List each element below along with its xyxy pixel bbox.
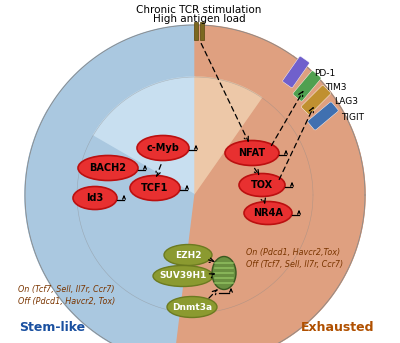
Text: On (Tcf7, Sell, Il7r, Ccr7): On (Tcf7, Sell, Il7r, Ccr7) <box>18 285 114 294</box>
Ellipse shape <box>137 135 189 161</box>
Polygon shape <box>77 77 195 313</box>
Text: Off (Tcf7, Sell, Il7r, Ccr7): Off (Tcf7, Sell, Il7r, Ccr7) <box>246 260 343 269</box>
Ellipse shape <box>212 257 236 289</box>
Polygon shape <box>25 25 195 343</box>
Bar <box>194 22 198 40</box>
Ellipse shape <box>153 265 213 286</box>
Text: Id3: Id3 <box>86 193 104 203</box>
Ellipse shape <box>244 201 292 225</box>
Polygon shape <box>195 77 313 313</box>
Text: NR4A: NR4A <box>253 208 283 218</box>
Text: BACH2: BACH2 <box>90 163 126 173</box>
Bar <box>200 22 204 40</box>
Polygon shape <box>174 56 365 343</box>
Ellipse shape <box>167 296 217 318</box>
Text: c-Myb: c-Myb <box>146 143 180 153</box>
Text: TIGIT: TIGIT <box>341 113 364 121</box>
Polygon shape <box>25 110 195 343</box>
Ellipse shape <box>130 176 180 201</box>
FancyBboxPatch shape <box>308 102 338 130</box>
Text: Off (Pdcd1, Havcr2, Tox): Off (Pdcd1, Havcr2, Tox) <box>18 297 115 306</box>
Text: Stem-like: Stem-like <box>19 321 85 334</box>
Text: On (Pdcd1, Havcr2,Tox): On (Pdcd1, Havcr2,Tox) <box>246 248 340 257</box>
Text: Chronic TCR stimulation: Chronic TCR stimulation <box>136 5 262 15</box>
Text: Dnmt3a: Dnmt3a <box>172 303 212 311</box>
Ellipse shape <box>78 155 138 180</box>
FancyBboxPatch shape <box>301 85 331 115</box>
Text: TOX: TOX <box>251 180 273 190</box>
Text: NFAT: NFAT <box>238 148 266 158</box>
FancyBboxPatch shape <box>283 56 309 87</box>
Text: Exhausted: Exhausted <box>301 321 375 334</box>
Ellipse shape <box>73 187 117 210</box>
Text: High antigen load: High antigen load <box>153 14 245 24</box>
Text: LAG3: LAG3 <box>334 96 358 106</box>
Ellipse shape <box>164 245 212 265</box>
Text: TIM3: TIM3 <box>325 83 346 92</box>
Text: EZH2: EZH2 <box>175 250 201 260</box>
Polygon shape <box>195 25 365 343</box>
FancyBboxPatch shape <box>293 71 321 101</box>
Text: TCF1: TCF1 <box>141 183 169 193</box>
Text: PD-1: PD-1 <box>314 69 335 78</box>
Ellipse shape <box>239 174 285 197</box>
Text: SUV39H1: SUV39H1 <box>159 272 207 281</box>
Ellipse shape <box>225 141 279 166</box>
